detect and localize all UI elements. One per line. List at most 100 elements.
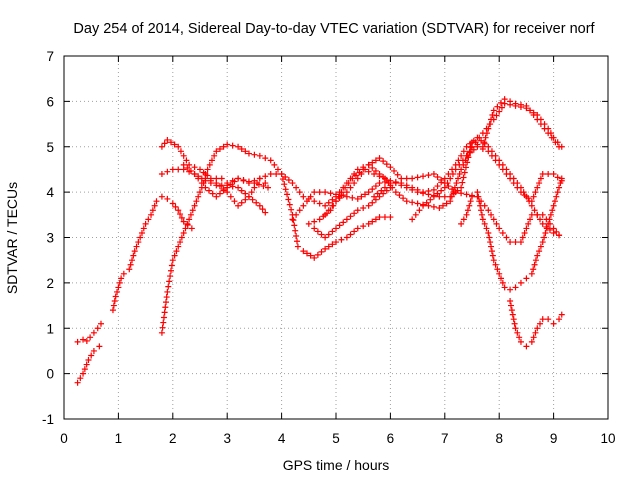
- data-point: [546, 216, 553, 223]
- y-axis-label: SDTVAR / TECUs: [4, 182, 20, 294]
- y-tick-label: 1: [46, 321, 54, 336]
- data-point: [531, 261, 538, 268]
- data-point: [443, 200, 450, 207]
- data-point: [204, 166, 211, 173]
- data-point: [503, 234, 510, 241]
- data-point: [528, 211, 535, 218]
- data-point: [85, 357, 92, 364]
- data-marks: [74, 96, 565, 386]
- data-point: [507, 175, 514, 182]
- data-point: [387, 214, 394, 221]
- data-point: [159, 324, 166, 331]
- data-point: [372, 183, 379, 190]
- data-point: [164, 288, 171, 295]
- data-point: [481, 139, 488, 146]
- data-point: [329, 228, 336, 235]
- data-point: [158, 143, 165, 150]
- data-point: [191, 170, 198, 177]
- data-point: [293, 184, 300, 191]
- data-point: [519, 234, 526, 241]
- y-tick-label: 5: [46, 140, 54, 155]
- data-point: [293, 232, 300, 239]
- data-point: [403, 198, 410, 205]
- data-point: [464, 159, 471, 166]
- x-tick-label: 7: [441, 431, 449, 446]
- data-point: [329, 196, 336, 203]
- data-point: [537, 320, 543, 327]
- data-point: [512, 100, 519, 107]
- y-tick-label: 2: [46, 276, 54, 291]
- data-point: [182, 225, 189, 232]
- data-point: [208, 157, 215, 164]
- data-point: [381, 184, 388, 191]
- plot-frame: [63, 55, 609, 420]
- data-point: [501, 284, 508, 291]
- data-point: [362, 191, 369, 198]
- data-point: [347, 231, 354, 238]
- data-point: [509, 311, 516, 318]
- data-point: [496, 161, 503, 168]
- data-point: [158, 193, 165, 200]
- data-point: [479, 216, 486, 223]
- data-point: [372, 216, 379, 223]
- data-point: [206, 161, 213, 168]
- data-point: [238, 146, 245, 153]
- data-point: [558, 311, 565, 318]
- data-point: [187, 167, 194, 174]
- data-point: [164, 195, 171, 202]
- data-point: [486, 234, 493, 241]
- data-point: [322, 202, 329, 209]
- data-point: [351, 228, 358, 235]
- data-point: [514, 329, 521, 336]
- data-point: [220, 143, 227, 150]
- data-point: [430, 203, 437, 210]
- data-point: [534, 184, 541, 191]
- data-point: [343, 234, 350, 241]
- data-point: [536, 248, 543, 255]
- data-point: [240, 177, 247, 184]
- data-point: [220, 187, 227, 194]
- data-point: [235, 175, 242, 182]
- data-point: [396, 192, 403, 199]
- data-point: [333, 239, 339, 246]
- data-point: [420, 202, 427, 209]
- data-point: [434, 183, 441, 190]
- data-point: [327, 190, 334, 197]
- series-arc-9: [180, 161, 269, 216]
- series-arc-17: [311, 184, 394, 241]
- data-point: [133, 243, 140, 250]
- data-point: [130, 252, 137, 259]
- data-point: [338, 189, 345, 196]
- x-tick-label: 0: [60, 431, 68, 446]
- data-point: [512, 239, 519, 246]
- data-point: [525, 195, 532, 202]
- data-point: [118, 275, 125, 282]
- data-point: [478, 207, 485, 214]
- data-point: [300, 202, 307, 209]
- data-point: [245, 180, 252, 187]
- data-point: [349, 175, 356, 182]
- data-point: [274, 166, 281, 173]
- data-point: [358, 193, 365, 200]
- data-point: [206, 187, 213, 194]
- data-point: [537, 121, 544, 128]
- data-point: [372, 157, 379, 164]
- data-point: [242, 148, 249, 155]
- data-point: [380, 190, 387, 197]
- data-point: [229, 142, 236, 149]
- data-point: [383, 161, 390, 168]
- data-point: [354, 195, 361, 202]
- data-point: [545, 316, 552, 323]
- data-point: [289, 216, 296, 223]
- data-point: [477, 202, 484, 209]
- data-point: [383, 187, 390, 194]
- data-point: [458, 152, 465, 159]
- data-point: [260, 183, 267, 190]
- data-point: [126, 266, 133, 273]
- data-point: [318, 248, 325, 255]
- data-point: [376, 180, 383, 187]
- series-arc-13: [371, 96, 563, 200]
- data-point: [360, 223, 367, 230]
- data-point: [476, 198, 483, 205]
- data-point: [307, 193, 314, 200]
